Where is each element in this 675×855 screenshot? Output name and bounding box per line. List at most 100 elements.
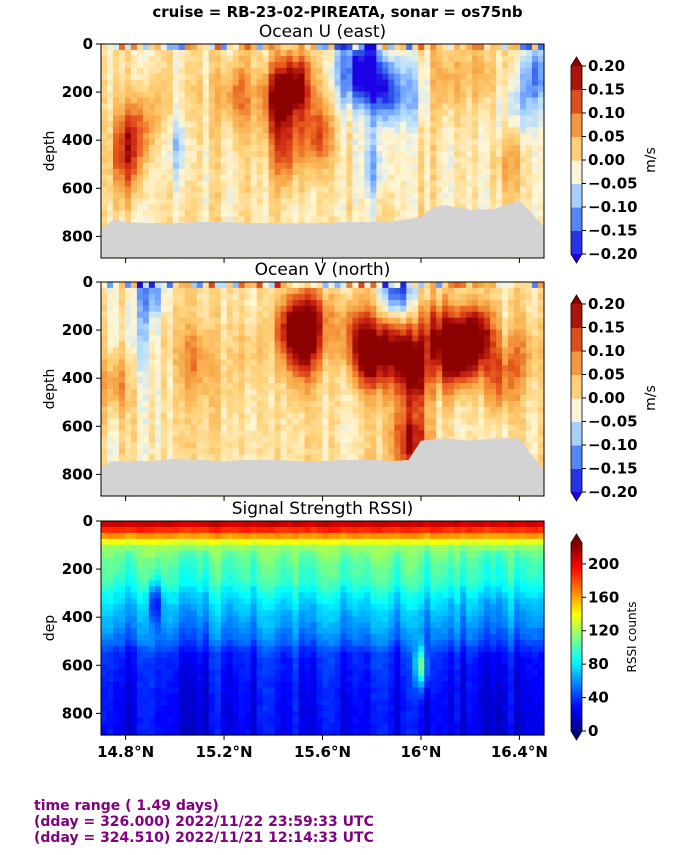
x-tick-label: 15.2°N <box>196 743 253 761</box>
colorbar-segment <box>571 555 582 560</box>
colorbar-segment <box>571 658 582 663</box>
y-tick-label: 200 <box>62 83 93 101</box>
colorbar-segment <box>571 640 582 644</box>
x-tick-label: 15.6°N <box>294 743 351 761</box>
colorbar-segment <box>571 374 582 399</box>
y-tick-label: 800 <box>62 465 93 483</box>
colorbar-segment <box>571 671 582 676</box>
y-tick-label: 0 <box>83 273 93 291</box>
colorbar-segment <box>571 690 582 694</box>
colorbar-segment <box>571 564 582 569</box>
colorbar-segment <box>571 709 582 713</box>
colorbar-segment <box>571 304 582 329</box>
colorbar-segment <box>571 230 582 255</box>
colorbar-extend-max <box>571 57 582 66</box>
colorbar-segment <box>571 590 582 594</box>
colorbar-segment <box>571 577 582 582</box>
colorbar-tick-label: 40 <box>588 689 609 707</box>
colorbar-tick-label: 0.00 <box>588 151 625 169</box>
colorbar-segment <box>571 445 582 470</box>
colorbar-segment <box>571 351 582 376</box>
colorbar-segment <box>571 615 582 619</box>
colorbar-tick-label: −0.15 <box>588 460 638 478</box>
y-tick-label: 600 <box>62 417 93 435</box>
colorbar: 200 160 120 80 40 0 RSSI counts <box>570 533 639 741</box>
colorbar-tick-label: −0.10 <box>588 198 638 216</box>
panel-3: Signal Strength RSSI)0200400600800dep14.… <box>42 499 639 761</box>
y-tick-label: 400 <box>62 608 93 626</box>
colorbar-segment <box>571 727 582 732</box>
colorbar-segment <box>571 586 582 591</box>
colorbar-segment <box>571 561 582 566</box>
colorbar-segment <box>571 207 582 232</box>
colorbar-label: m/s <box>643 385 659 411</box>
colorbar-segment <box>571 558 582 563</box>
colorbar-segment <box>571 693 582 698</box>
colorbar-segment <box>571 718 582 723</box>
colorbar-segment <box>571 113 582 138</box>
colorbar-segment <box>571 421 582 446</box>
y-tick-label: 600 <box>62 179 93 197</box>
colorbar-segment <box>571 630 582 635</box>
colorbar-segment <box>571 599 582 604</box>
colorbar-tick-label: 200 <box>588 555 619 573</box>
colorbar-segment <box>571 583 582 588</box>
colorbar-segment <box>571 633 582 638</box>
y-tick-label: 0 <box>83 35 93 53</box>
colorbar-tick-label: −0.15 <box>588 222 638 240</box>
colorbar-tick-label: −0.05 <box>588 175 638 193</box>
colorbar-segment <box>571 652 582 657</box>
colorbar-segment <box>571 649 582 654</box>
colorbar-segment <box>571 574 582 579</box>
colorbar-segment <box>571 568 582 572</box>
colorbar-tick-label: 120 <box>588 622 619 640</box>
colorbar-segment <box>571 724 582 729</box>
colorbar-segment <box>571 136 582 161</box>
colorbar-tick-label: 0.10 <box>588 342 625 360</box>
footer-time-range: time range ( 1.49 days) <box>34 798 219 814</box>
panel-1: Ocean U (east) 0 200 400 600 800 depth 0.20 0.15… <box>42 22 659 264</box>
colorbar-segment <box>571 655 582 660</box>
panel-title: Signal Strength RSSI) <box>232 499 414 519</box>
colorbar-label: RSSI counts <box>625 601 639 672</box>
colorbar-extend-min <box>571 254 582 263</box>
colorbar-segment <box>571 699 582 704</box>
y-tick-label: 400 <box>62 131 93 149</box>
colorbar-segment <box>571 637 582 641</box>
colorbar-tick-label: 0.15 <box>588 319 625 337</box>
y-tick-label: 800 <box>62 704 93 722</box>
colorbar-segment <box>571 674 582 679</box>
colorbar-segment <box>571 665 582 669</box>
y-axis-label: depth <box>42 369 58 410</box>
colorbar-extend-min <box>571 731 582 740</box>
y-axis-label: dep <box>42 615 58 642</box>
colorbar-tick-label: −0.20 <box>588 483 638 501</box>
colorbar-tick-label: 0 <box>588 722 598 740</box>
colorbar-segment <box>571 621 582 626</box>
colorbar-segment <box>571 546 582 550</box>
colorbar-tick-label: 0.15 <box>588 81 625 99</box>
colorbar-tick-label: 80 <box>588 655 609 673</box>
colorbar-segment <box>571 662 582 666</box>
colorbar-segment <box>571 183 582 208</box>
colorbar-segment <box>571 327 582 352</box>
x-tick-label: 14.8°N <box>97 743 154 761</box>
panel-title: Ocean U (east) <box>259 22 386 42</box>
colorbar-segment <box>571 571 582 575</box>
colorbar-segment <box>571 702 582 707</box>
figure-suptitle: cruise = RB-23-02-PIREATA, sonar = os75n… <box>152 3 523 21</box>
colorbar-tick-label: 0.10 <box>588 104 625 122</box>
y-axis-label: depth <box>42 131 58 172</box>
colorbar-segment <box>571 687 582 691</box>
colorbar-segment <box>571 643 582 647</box>
colorbar-extend-max <box>571 295 582 304</box>
colorbar-segment <box>571 596 582 600</box>
y-tick-label: 200 <box>62 321 93 339</box>
colorbar-segment <box>571 696 582 701</box>
colorbar-tick-label: −0.20 <box>588 245 638 263</box>
colorbar-tick-label: 0.20 <box>588 295 625 313</box>
colorbar-tick-label: −0.05 <box>588 413 638 431</box>
colorbar-segment <box>571 66 582 91</box>
colorbar-segment <box>571 549 582 553</box>
